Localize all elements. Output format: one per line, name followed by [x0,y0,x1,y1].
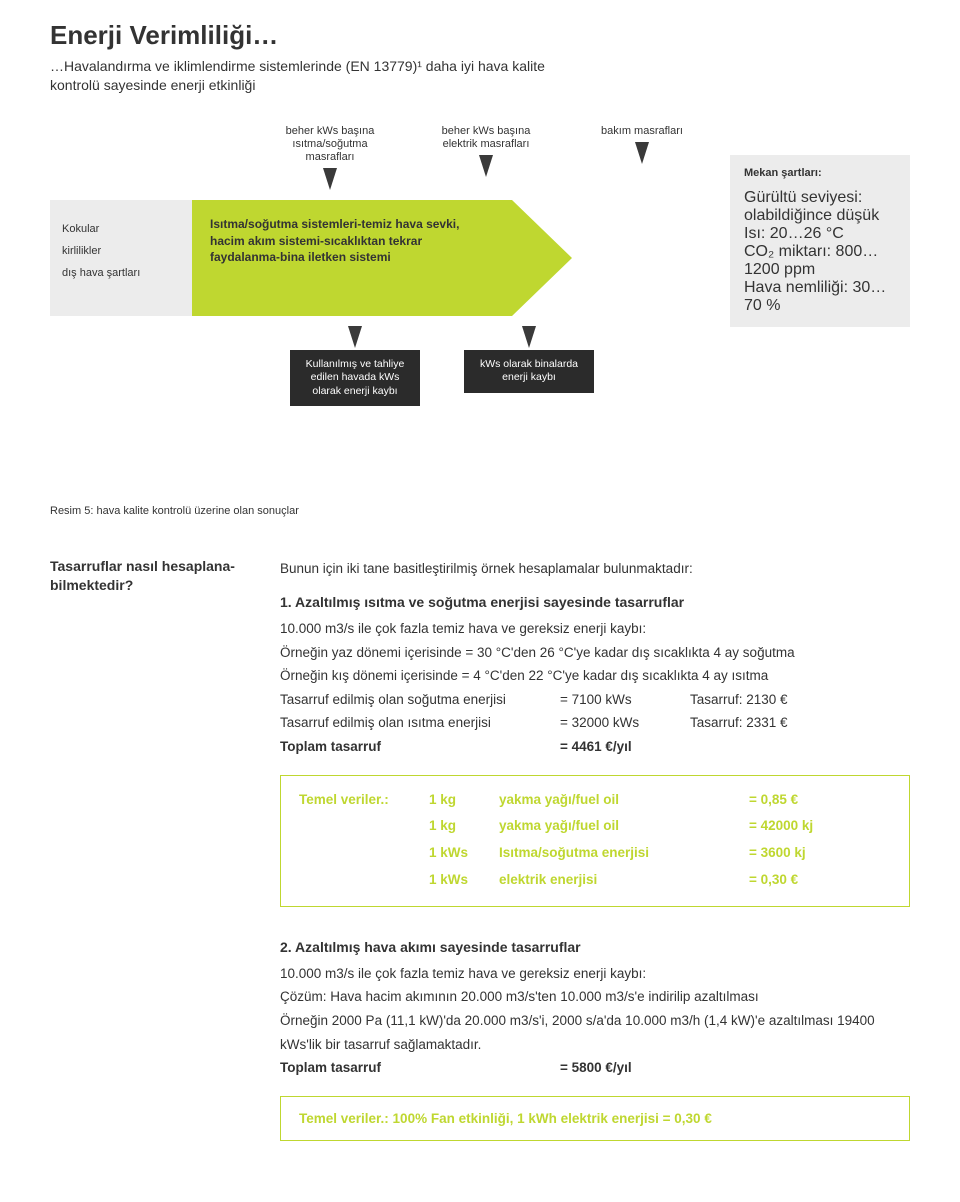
cell: = 3600 kj [749,841,859,865]
savings-row: Tasarruf edilmiş olan ısıtma enerjisi = … [280,711,910,735]
arrow-down-icon [348,326,362,348]
flow-diagram: Mekan şartları: Gürültü seviyesi: olabil… [50,125,910,475]
condition-temp: Isı: 20…26 °C [744,225,896,243]
label: beher kWs başına elektrik masrafları [442,125,531,150]
sec2-line: Çözüm: Hava hacim akımının 20.000 m3/s't… [280,985,910,1009]
sec2-heading: 2. Azaltılmış hava akımı sayesinde tasar… [280,935,910,960]
diagram-outputs: Kullanılmış ve tahliye edilen havada kWs… [50,322,910,405]
cell: = 5800 €/yıl [560,1056,690,1080]
cell: Tasarruf edilmiş olan soğutma enerjisi [280,688,560,712]
cell: = 42000 kj [749,814,859,838]
cell: = 4461 €/yıl [560,735,690,759]
cell: 1 kWs [429,868,499,892]
footer-data-box: Temel veriler.: 100% Fan etkinliği, 1 kW… [280,1096,910,1142]
arrow-right-icon [512,200,572,316]
table-header: Temel veriler.: [299,788,429,812]
content-columns: Tasarruflar nasıl hesaplana-bilmektedir?… [50,557,910,1142]
sec1-line: Örneğin yaz dönemi içerisinde = 30 °C'de… [280,641,910,665]
cell: yakma yağı/fuel oil [499,788,749,812]
output-label: kWs olarak binalarda enerji kaybı [464,350,594,392]
sec1-heading: 1. Azaltılmış ısıtma ve soğutma enerjisi… [280,590,910,615]
cell: = 0,85 € [749,788,859,812]
arrow-down-icon [479,155,493,177]
input-odors: Kokular [62,218,180,240]
cell: = 32000 kWs [560,711,690,735]
condition-co2: CO₂ miktarı: 800…1200 ppm [744,243,896,279]
cell: yakma yağı/fuel oil [499,814,749,838]
cell: 1 kWs [429,841,499,865]
cell: 1 kg [429,788,499,812]
cell: Tasarruf: 2130 € [690,688,830,712]
green-process: Isıtma/soğutma sistemleri-temiz hava sev… [192,200,572,316]
table-row: 1 kg yakma yağı/fuel oil = 42000 kj [299,814,891,838]
cell: Tasarruf edilmiş olan ısıtma enerjisi [280,711,560,735]
top-input-electric-cost: beher kWs başına elektrik masrafları [426,125,546,181]
top-input-maintenance-cost: bakım masrafları [582,125,702,168]
page-title: Enerji Verimliliği… [50,20,910,51]
figure-caption: Resim 5: hava kalite kontrolü üzerine ol… [50,505,910,517]
cell: Toplam tasarruf [280,735,560,759]
intro-text: Bunun için iki tane basitleştirilmiş örn… [280,557,910,581]
process-box: Isıtma/soğutma sistemleri-temiz hava sev… [192,200,512,316]
condition-noise: Gürültü seviyesi: olabildiğince düşük [744,189,896,225]
sec1-line: Örneğin kış dönemi içerisinde = 4 °C'den… [280,664,910,688]
section-question: Tasarruflar nasıl hesaplana-bilmektedir? [50,557,250,1142]
conditions-title: Mekan şartları: [744,167,896,179]
output-building-loss: kWs olarak binalarda enerji kaybı [464,322,594,405]
section-body: Bunun için iki tane basitleştirilmiş örn… [280,557,910,1142]
sec2-line: Örneğin 2000 Pa (11,1 kW)'da 20.000 m3/s… [280,1009,910,1056]
output-exhaust-loss: Kullanılmış ve tahliye edilen havada kWs… [290,322,420,405]
page-subtitle: …Havalandırma ve iklimlendirme sistemler… [50,57,570,95]
sec1-line: 10.000 m3/s ile çok fazla temiz hava ve … [280,617,910,641]
table-row: 1 kWs Isıtma/soğutma enerjisi = 3600 kj [299,841,891,865]
output-label: Kullanılmış ve tahliye edilen havada kWs… [290,350,420,405]
condition-humidity: Hava nemliliği: 30…70 % [744,279,896,315]
table-row: Temel veriler.: 1 kg yakma yağı/fuel oil… [299,788,891,812]
cell: = 7100 kWs [560,688,690,712]
top-input-heating-cost: beher kWs başına ısıtma/soğutma masrafla… [270,125,390,195]
savings-row: Tasarruf edilmiş olan soğutma enerjisi =… [280,688,910,712]
cell: elektrik enerjisi [499,868,749,892]
label: beher kWs başına ısıtma/soğutma masrafla… [286,125,375,163]
sec2-line: 10.000 m3/s ile çok fazla temiz hava ve … [280,962,910,986]
basic-data-table: Temel veriler.: 1 kg yakma yağı/fuel oil… [280,775,910,908]
input-outdoor: dış hava şartları [62,262,180,284]
savings-row-total: Toplam tasarruf = 5800 €/yıl [280,1056,910,1080]
savings-row-total: Toplam tasarruf = 4461 €/yıl [280,735,910,759]
cell: Toplam tasarruf [280,1056,560,1080]
cell: Tasarruf: 2331 € [690,711,830,735]
cell: Isıtma/soğutma enerjisi [499,841,749,865]
table-row: 1 kWs elektrik enerjisi = 0,30 € [299,868,891,892]
cell: = 0,30 € [749,868,859,892]
inputs-left-box: Kokular kirlilikler dış hava şartları [50,200,192,316]
arrow-down-icon [323,168,337,190]
conditions-panel: Mekan şartları: Gürültü seviyesi: olabil… [730,155,910,327]
arrow-down-icon [522,326,536,348]
cell: 1 kg [429,814,499,838]
label: bakım masrafları [601,125,683,137]
input-pollutants: kirlilikler [62,240,180,262]
arrow-down-icon [635,142,649,164]
